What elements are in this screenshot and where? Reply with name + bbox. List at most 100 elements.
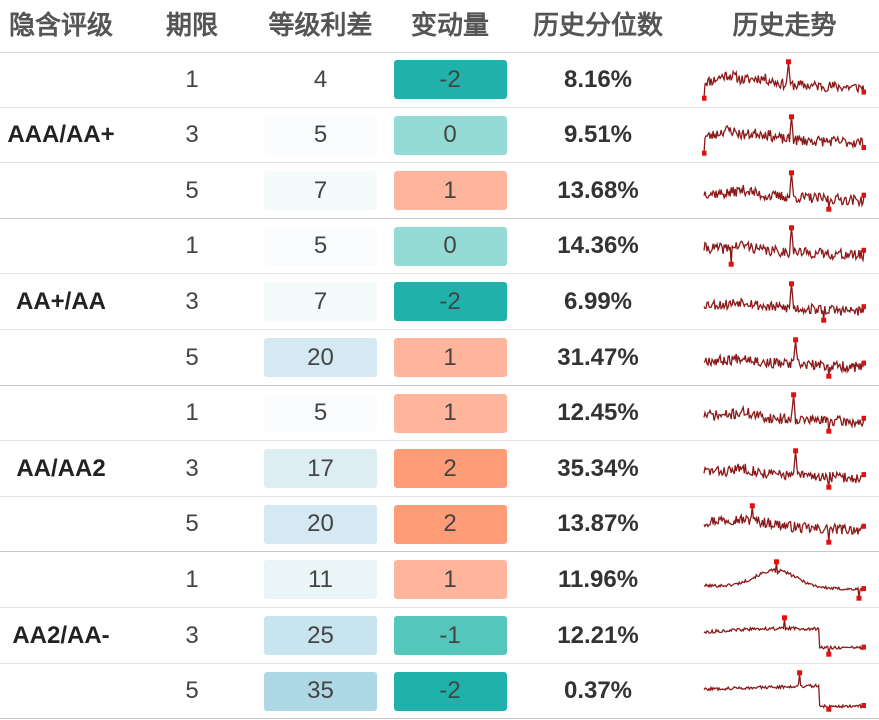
spread-cell: 5 xyxy=(256,386,385,441)
trend-min-marker xyxy=(826,206,832,212)
change-value: -2 xyxy=(393,60,507,99)
trend-last-marker xyxy=(861,304,866,310)
change-value: 2 xyxy=(393,504,507,544)
spread-value: 5 xyxy=(264,115,377,155)
trend-line xyxy=(703,561,865,599)
spread-value: 11 xyxy=(264,560,377,600)
trend-sparkline xyxy=(700,552,868,607)
trend-max-marker xyxy=(791,392,797,398)
table-row: 3 17 2 35.34% xyxy=(0,441,879,497)
change-cell: 0 xyxy=(385,108,515,163)
trend-max-marker xyxy=(793,336,799,342)
change-cell: 2 xyxy=(385,441,515,496)
trend-last-marker xyxy=(861,524,866,530)
change-cell: -2 xyxy=(385,52,515,107)
trend-line xyxy=(703,116,864,154)
percentile-cell: 31.47% xyxy=(557,343,639,371)
trend-max-marker xyxy=(789,169,794,175)
trend-line xyxy=(703,339,865,376)
trend-chart xyxy=(703,503,866,545)
trend-sparkline xyxy=(700,219,868,274)
trend-last-marker xyxy=(861,360,866,366)
term-cell: 5 xyxy=(185,677,199,705)
rating-label: AA2/AA- xyxy=(12,621,110,649)
header-rating: 隐含评级 xyxy=(8,11,113,41)
change-value: -2 xyxy=(393,671,507,711)
spread-value: 7 xyxy=(264,282,377,322)
spread-value: 35 xyxy=(264,671,377,711)
spread-cell: 4 xyxy=(256,52,385,107)
trend-line xyxy=(703,61,865,98)
spread-cell: 5 xyxy=(256,219,385,274)
change-cell: -2 xyxy=(385,274,515,329)
table-row: 5 7 1 13.68% xyxy=(0,163,879,219)
trend-sparkline xyxy=(700,386,868,441)
trend-max-marker xyxy=(793,447,799,453)
trend-sparkline xyxy=(700,330,868,385)
trend-chart xyxy=(702,58,866,101)
table-row: 3 25 -1 12.21% xyxy=(0,608,879,664)
header-trend: 历史走势 xyxy=(732,11,837,41)
spread-cell: 35 xyxy=(256,664,385,719)
trend-min-marker xyxy=(826,706,832,712)
trend-max-marker xyxy=(797,670,803,676)
trend-chart xyxy=(703,392,866,434)
trend-min-marker xyxy=(826,651,832,657)
spread-cell: 20 xyxy=(256,497,385,552)
change-cell: 1 xyxy=(385,386,515,441)
change-cell: -2 xyxy=(385,664,515,719)
change-value: 0 xyxy=(393,115,507,155)
percentile-cell: 35.34% xyxy=(557,454,639,482)
percentile-cell: 0.37% xyxy=(563,677,633,705)
rating-label: AA/AA2 xyxy=(16,454,106,482)
trend-last-marker xyxy=(861,703,866,709)
table-row: 1 5 1 12.45% xyxy=(0,386,879,442)
spread-value: 17 xyxy=(264,449,377,489)
trend-line xyxy=(703,172,865,209)
term-cell: 1 xyxy=(185,565,199,593)
change-value: 1 xyxy=(393,393,507,433)
term-cell: 1 xyxy=(185,399,199,427)
change-value: 1 xyxy=(393,171,507,211)
trend-chart xyxy=(703,447,866,490)
trend-last-marker xyxy=(861,248,866,254)
trend-min-marker xyxy=(856,595,862,601)
term-cell: 3 xyxy=(185,454,199,482)
table-row: 1 4 -2 8.16% xyxy=(0,52,879,108)
trend-max-marker xyxy=(789,114,794,120)
percentile-cell: 11.96% xyxy=(557,565,639,593)
spread-value: 20 xyxy=(264,338,377,377)
trend-min-marker xyxy=(826,539,832,545)
change-cell: 1 xyxy=(385,552,515,607)
trend-sparkline xyxy=(700,108,868,163)
spread-cell: 5 xyxy=(256,108,385,163)
change-cell: 1 xyxy=(385,330,515,385)
percentile-cell: 12.45% xyxy=(557,399,639,427)
trend-max-marker xyxy=(782,614,787,620)
term-cell: 1 xyxy=(185,232,199,260)
term-cell: 3 xyxy=(185,287,199,315)
trend-chart xyxy=(703,169,866,212)
trend-last-marker xyxy=(861,89,866,95)
trend-min-marker xyxy=(826,373,832,379)
term-cell: 3 xyxy=(185,621,199,649)
trend-last-marker xyxy=(861,145,866,151)
trend-min-marker xyxy=(702,95,707,101)
change-value: 1 xyxy=(393,560,507,600)
percentile-cell: 14.36% xyxy=(557,232,639,260)
trend-sparkline xyxy=(700,274,868,329)
spread-value: 5 xyxy=(264,393,377,433)
percentile-cell: 8.16% xyxy=(563,65,633,93)
trend-min-marker xyxy=(702,150,707,156)
trend-line xyxy=(703,506,865,543)
term-cell: 5 xyxy=(185,176,199,204)
trend-last-marker xyxy=(861,415,866,421)
change-value: -1 xyxy=(393,616,507,655)
change-value: 0 xyxy=(393,226,507,266)
trend-last-marker xyxy=(861,471,866,477)
table-row: 3 5 0 9.51% xyxy=(0,108,879,164)
trend-min-marker xyxy=(821,317,827,323)
spread-value: 4 xyxy=(264,60,377,99)
percentile-cell: 13.87% xyxy=(557,510,639,538)
